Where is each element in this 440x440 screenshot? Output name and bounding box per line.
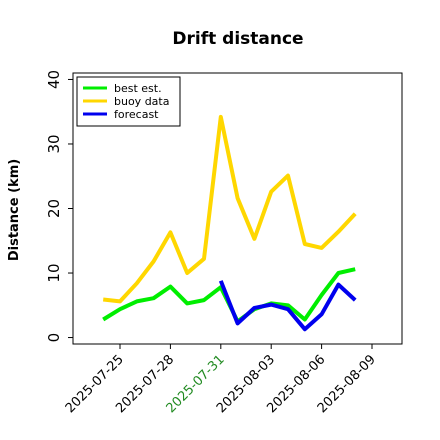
y-tick-label: 40 — [45, 70, 63, 89]
y-tick-label: 30 — [45, 134, 63, 153]
series-lines — [102, 114, 357, 332]
x-axis-ticks: 2025-07-252025-07-282025-07-312025-08-03… — [63, 344, 379, 416]
chart-title: Drift distance — [172, 29, 303, 49]
legend: best est. buoy data forecast — [76, 76, 181, 127]
legend-label-buoy-data: buoy data — [114, 95, 169, 108]
y-tick-label: 0 — [45, 333, 63, 343]
y-axis-ticks: 0 10 20 30 40 — [45, 70, 73, 342]
y-tick-label: 10 — [45, 263, 63, 282]
series-line-forecast — [218, 280, 357, 332]
legend-label-forecast: forecast — [114, 108, 159, 121]
y-axis-label: Distance (km) — [7, 159, 22, 261]
y-tick-label: 20 — [45, 199, 63, 218]
legend-label-best-est: best est. — [114, 82, 162, 95]
series-line-buoy-data — [102, 114, 357, 304]
